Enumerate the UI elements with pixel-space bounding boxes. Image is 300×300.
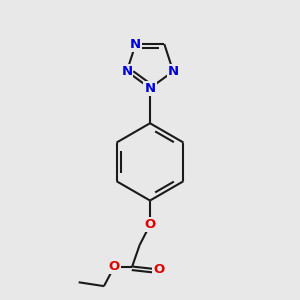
Text: O: O [144, 218, 156, 231]
Text: N: N [130, 38, 141, 51]
Text: O: O [153, 263, 164, 276]
Text: N: N [121, 65, 132, 78]
Text: N: N [168, 65, 179, 78]
Text: N: N [144, 82, 156, 95]
Text: O: O [109, 260, 120, 273]
